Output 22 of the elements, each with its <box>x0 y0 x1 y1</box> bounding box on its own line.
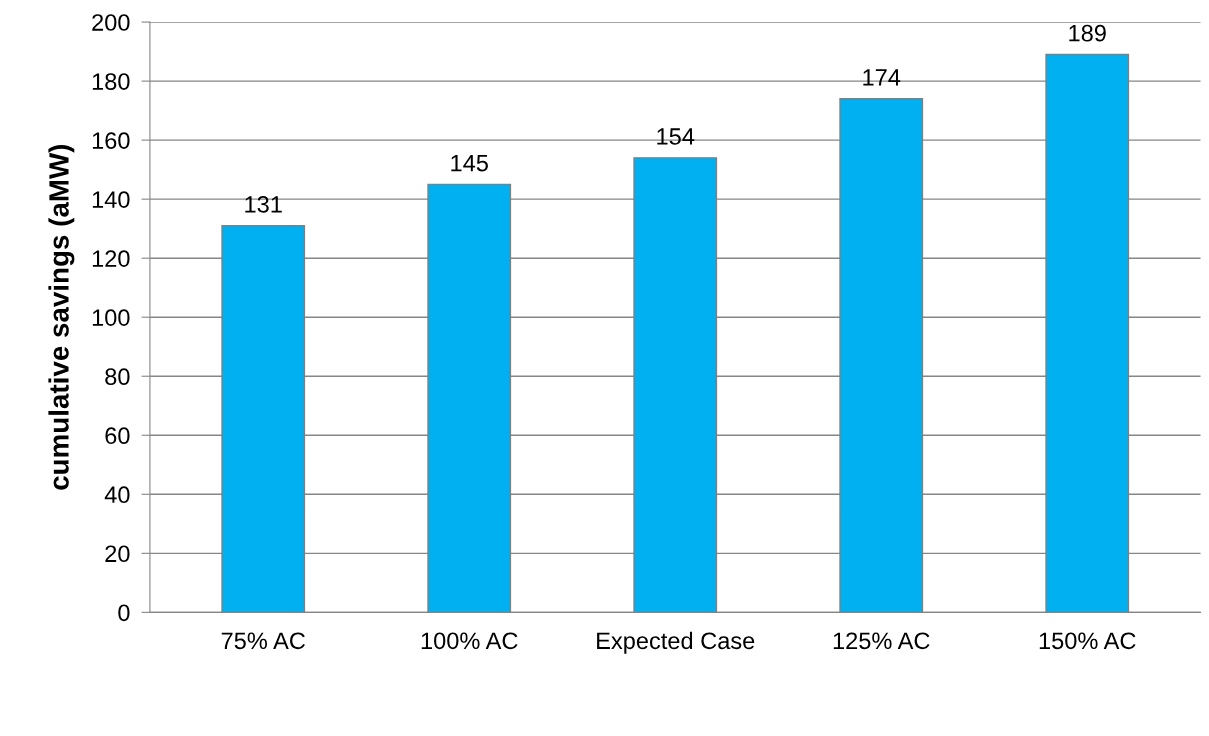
y-tick-label: 100 <box>92 309 130 326</box>
y-tick-label: 180 <box>92 73 130 90</box>
y-tick-label: 80 <box>105 368 130 386</box>
y-tick-label: 20 <box>105 545 130 563</box>
data-label: 131 <box>245 196 282 213</box>
y-axis-title: cumulative savings (aMW) <box>48 144 75 490</box>
x-tick-label: 100% AC <box>421 632 518 650</box>
y-tick-label: 120 <box>92 250 130 267</box>
y-tick-label: 160 <box>92 132 130 149</box>
y-tick-label: 0 <box>118 604 130 622</box>
y-tick-label: 200 <box>92 14 130 31</box>
data-label: 145 <box>451 154 488 172</box>
data-label: 189 <box>1069 24 1106 42</box>
y-tick-label: 40 <box>104 486 130 504</box>
data-label: 154 <box>657 128 695 145</box>
y-tick-label: 60 <box>105 427 130 445</box>
x-tick-label: Expected Case <box>597 631 755 654</box>
y-tick-label: 140 <box>92 191 130 208</box>
x-tick-label: 150% AC <box>1039 632 1136 650</box>
data-label: 174 <box>863 69 901 86</box>
x-tick-label: 125% AC <box>833 632 930 650</box>
x-tick-label: 75% AC <box>221 632 305 650</box>
